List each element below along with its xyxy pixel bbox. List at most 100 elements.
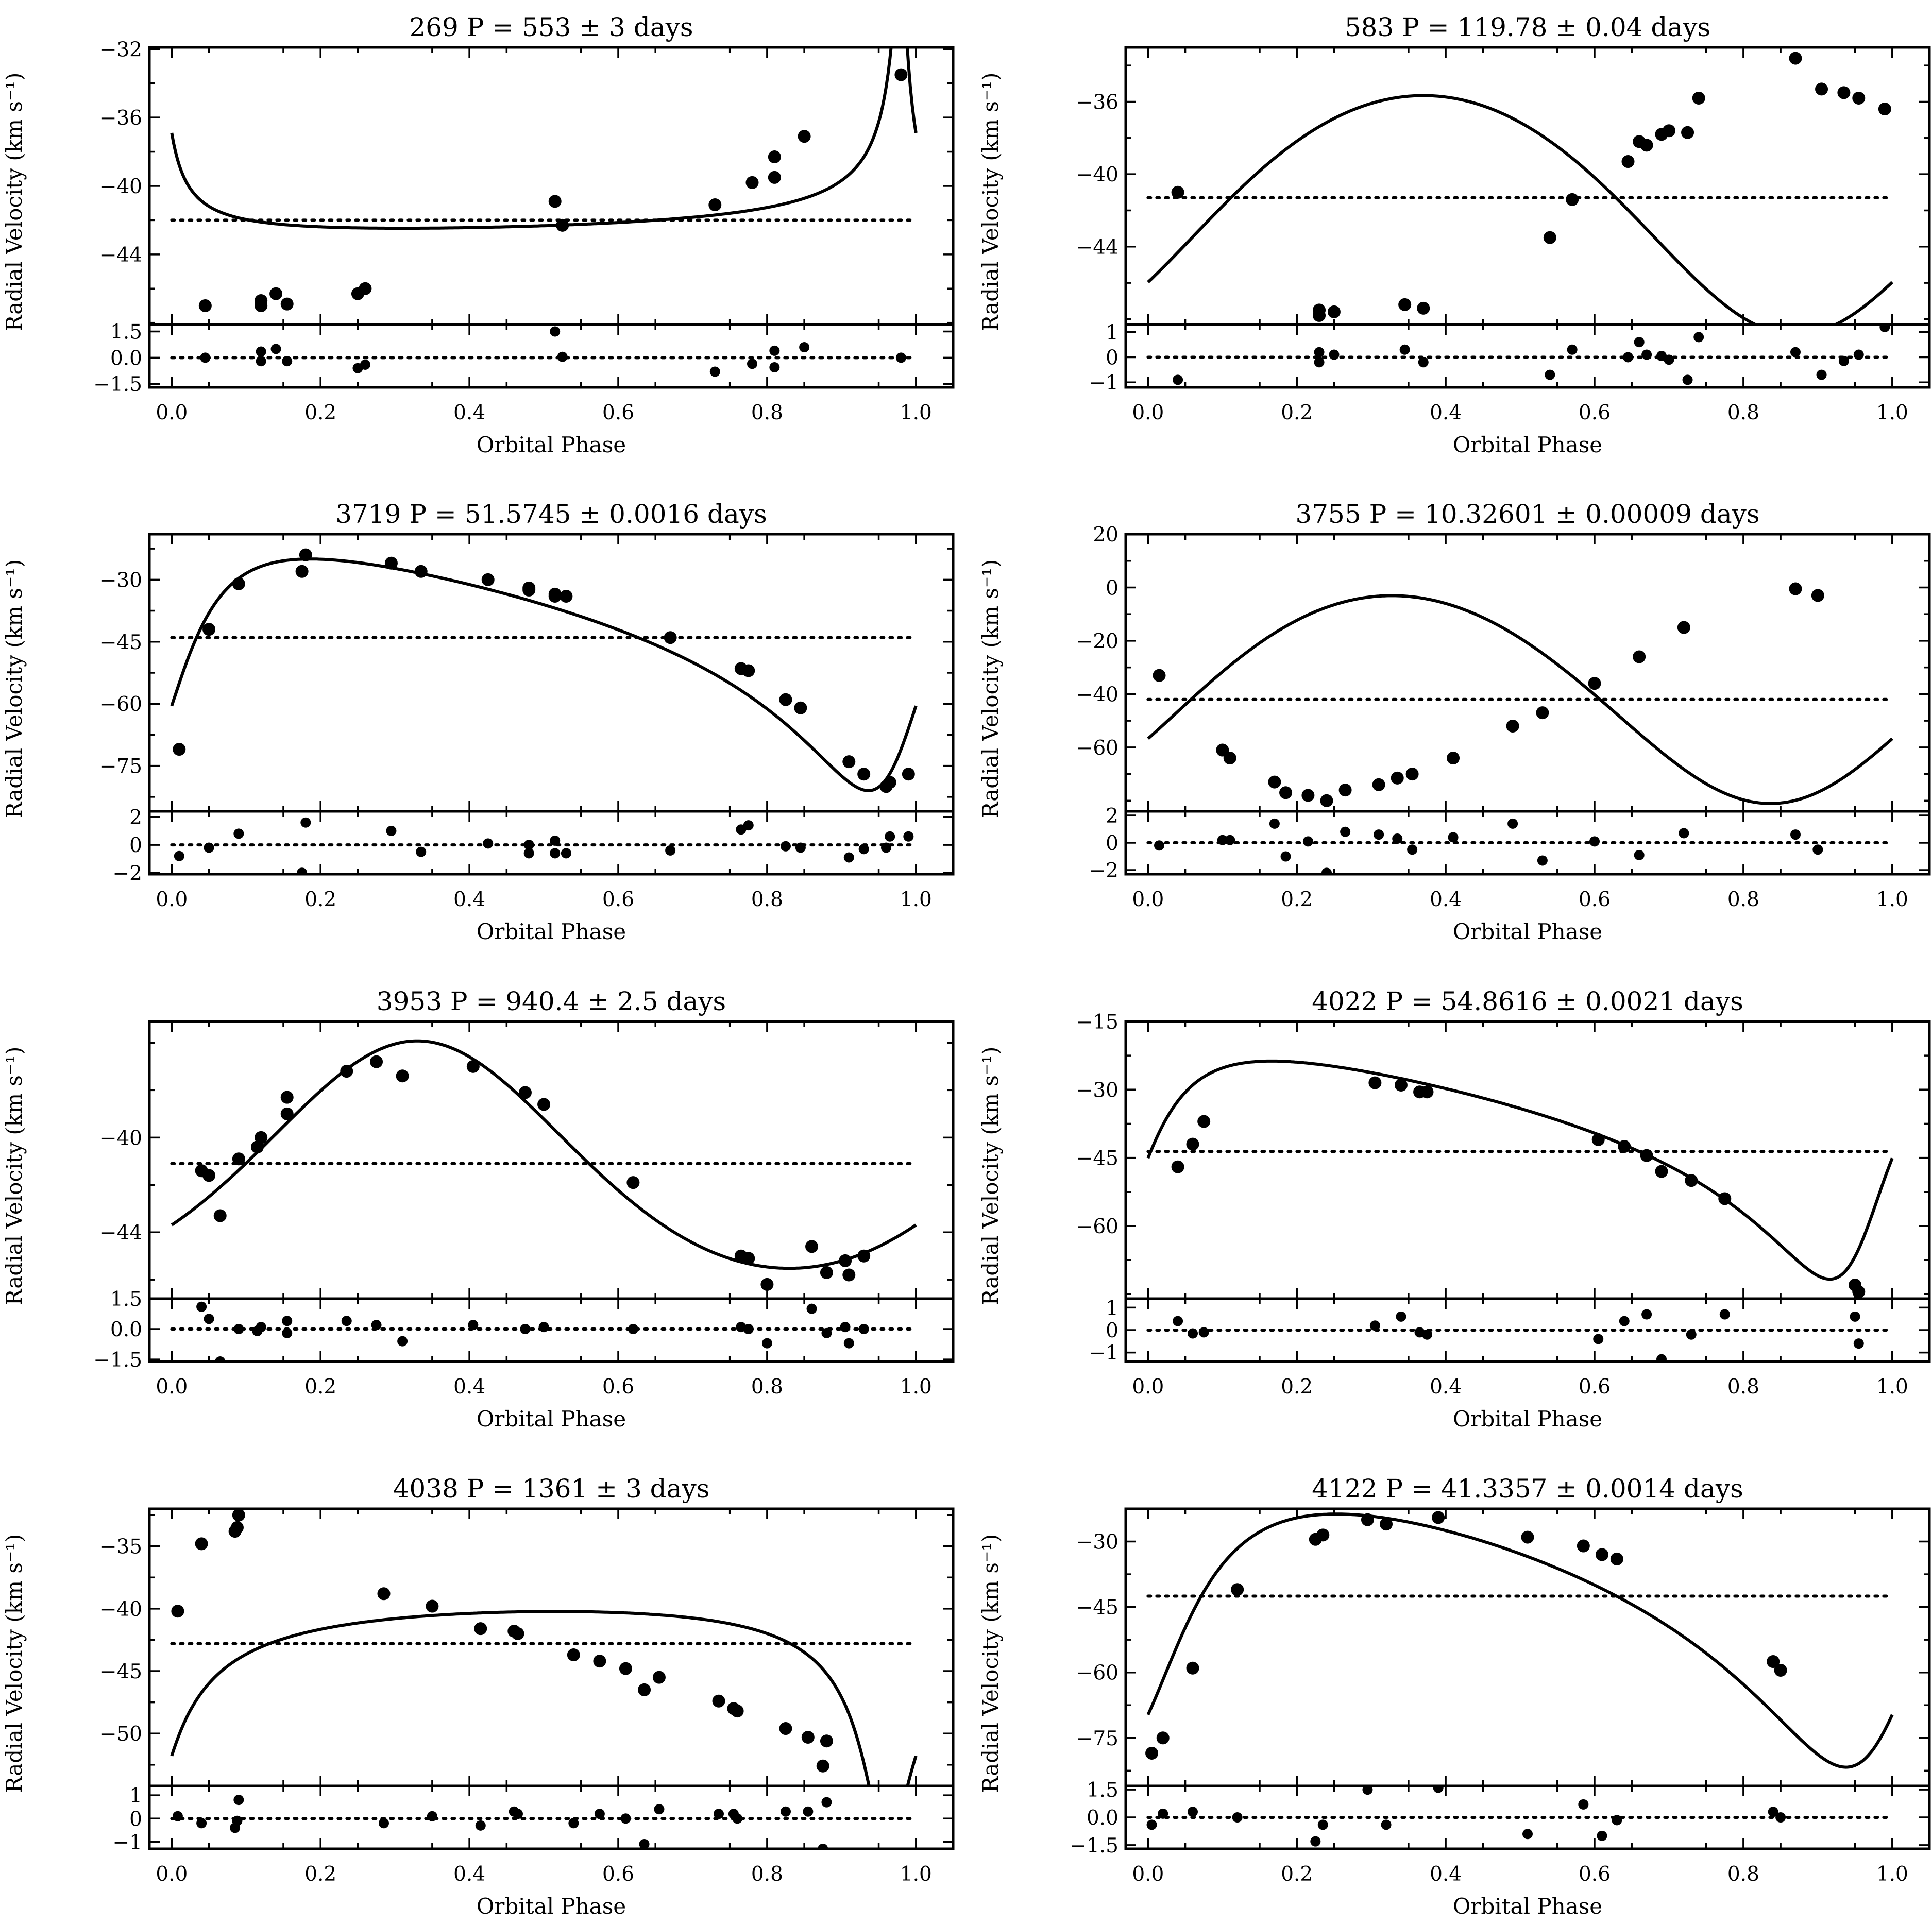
res-y-tick-label: −2 bbox=[113, 862, 143, 885]
rv-data-point bbox=[857, 1249, 871, 1263]
residual-axes-frame bbox=[148, 323, 955, 389]
rv-data-point bbox=[1852, 1285, 1866, 1299]
residual-point bbox=[538, 1322, 549, 1333]
res-y-tick-label: 1.5 bbox=[110, 1288, 142, 1311]
y-tick-label: −40 bbox=[100, 1127, 142, 1150]
rv-data-point bbox=[1774, 1663, 1787, 1677]
orbit-fit-curve bbox=[1147, 94, 1893, 325]
x-tick-label: 0.0 bbox=[156, 1375, 188, 1399]
rv-data-point bbox=[883, 776, 896, 789]
x-tick-label: 0.6 bbox=[602, 401, 634, 424]
rv-data-point bbox=[745, 176, 759, 189]
residual-point bbox=[795, 842, 806, 853]
res-y-tick-label: 0 bbox=[129, 834, 142, 857]
x-tick-label: 0.6 bbox=[1579, 1863, 1611, 1886]
residual-point bbox=[1812, 844, 1823, 855]
rv-data-point bbox=[1398, 298, 1412, 311]
residual-point bbox=[654, 1804, 665, 1815]
residual-point bbox=[1321, 867, 1332, 874]
residual-point bbox=[1853, 349, 1864, 360]
residual-point bbox=[550, 848, 561, 859]
panel-4122: 4122 P = 41.3357 ± 0.0014 days Radial Vel… bbox=[978, 1474, 1931, 1919]
y-tick-label: −32 bbox=[100, 38, 142, 61]
rv-data-point bbox=[426, 1599, 439, 1613]
rv-data-point bbox=[171, 1605, 184, 1618]
residual-point bbox=[200, 352, 211, 363]
res-y-tick-label: −1.5 bbox=[93, 1349, 142, 1372]
rv-data-point bbox=[1432, 1511, 1445, 1524]
rv-data-point bbox=[1197, 1115, 1211, 1128]
residual-point bbox=[769, 362, 780, 373]
residual-point bbox=[1158, 1808, 1168, 1819]
residual-point bbox=[520, 1324, 531, 1335]
residual-point bbox=[172, 1811, 183, 1821]
orbit-fit-curve bbox=[170, 47, 918, 230]
residual-point bbox=[781, 841, 791, 852]
residual-point bbox=[709, 366, 720, 377]
x-tick-label: 0.2 bbox=[304, 401, 336, 424]
panel-3755: 3755 P = 10.32601 ± 0.00009 days Radial V… bbox=[978, 499, 1931, 944]
x-tick-label: 0.8 bbox=[1727, 888, 1759, 911]
x-axis-label: Orbital Phase bbox=[1453, 1894, 1602, 1919]
residual-point bbox=[1686, 1329, 1697, 1340]
residual-axes-frame bbox=[1124, 323, 1931, 389]
y-tick-label: −30 bbox=[100, 569, 142, 592]
residual-point bbox=[1612, 1815, 1622, 1826]
res-y-tick-label: 1 bbox=[129, 1784, 142, 1808]
rv-data-point bbox=[652, 1671, 666, 1684]
x-tick-label: 0.2 bbox=[1281, 401, 1313, 424]
rv-data-point bbox=[370, 1055, 383, 1068]
res-y-tick-label: −1 bbox=[1089, 371, 1119, 395]
rv-data-point bbox=[232, 1152, 245, 1166]
rv-data-point bbox=[1223, 752, 1236, 765]
residual-point bbox=[743, 1324, 754, 1335]
x-tick-label: 0.2 bbox=[1281, 888, 1313, 911]
y-axis-label: Radial Velocity (km s⁻¹) bbox=[2, 1534, 27, 1793]
rv-data-point bbox=[593, 1655, 606, 1668]
residual-axes-frame bbox=[148, 1784, 955, 1850]
x-axis-label: Orbital Phase bbox=[477, 919, 626, 944]
rv-data-point bbox=[1394, 1078, 1408, 1092]
residual-point bbox=[475, 1820, 486, 1831]
residual-point bbox=[903, 831, 914, 842]
residual-point bbox=[1269, 818, 1280, 829]
residual-point bbox=[282, 356, 293, 367]
x-axis-label: Orbital Phase bbox=[1453, 1406, 1602, 1432]
orbit-fit-curve bbox=[1147, 594, 1893, 805]
rv-data-point bbox=[548, 589, 562, 603]
rv-data-point bbox=[1320, 794, 1333, 807]
rv-data-point bbox=[1640, 139, 1653, 152]
rv-data-point bbox=[396, 1069, 409, 1083]
main-axes-frame bbox=[148, 1507, 955, 1787]
y-tick-label: −60 bbox=[100, 693, 142, 716]
panel-4038: 4038 P = 1361 ± 3 days Radial Velocity (k… bbox=[2, 1474, 955, 1919]
residual-point bbox=[256, 346, 266, 357]
residual-axes-frame bbox=[148, 810, 955, 876]
residual-point bbox=[1567, 344, 1578, 355]
rv-data-point bbox=[638, 1683, 651, 1696]
rv-data-point bbox=[1171, 185, 1184, 199]
rv-data-point bbox=[1852, 91, 1866, 105]
rv-data-point bbox=[474, 1622, 487, 1636]
rv-data-point bbox=[230, 1521, 244, 1534]
x-tick-label: 0.2 bbox=[304, 1863, 336, 1886]
residual-point bbox=[885, 831, 895, 842]
rv-data-point bbox=[1231, 1583, 1244, 1596]
x-tick-label: 0.6 bbox=[602, 1375, 634, 1399]
y-tick-label: −45 bbox=[1076, 1147, 1118, 1170]
residual-point bbox=[1623, 352, 1633, 363]
residual-point bbox=[1329, 349, 1340, 360]
x-tick-label: 0.8 bbox=[751, 888, 783, 911]
rv-data-point bbox=[384, 556, 398, 570]
y-tick-label: −30 bbox=[1076, 1079, 1118, 1102]
residual-point bbox=[1578, 1799, 1589, 1810]
res-y-tick-label: 1 bbox=[1106, 1297, 1118, 1320]
res-y-tick-label: 0 bbox=[129, 1808, 142, 1831]
residual-point bbox=[1314, 357, 1325, 368]
y-axis-label: Radial Velocity (km s⁻¹) bbox=[2, 1047, 27, 1306]
y-tick-label: −60 bbox=[1076, 1215, 1118, 1238]
orbit-fit-curve bbox=[1146, 1512, 1894, 1769]
x-tick-label: 0.2 bbox=[304, 888, 336, 911]
residual-point bbox=[769, 345, 780, 356]
